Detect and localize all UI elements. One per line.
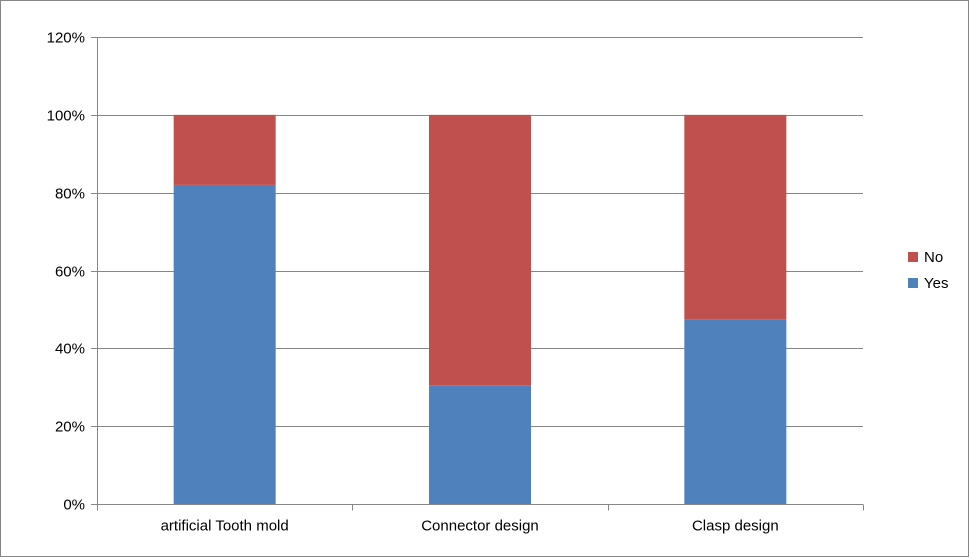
bar-yes-1 <box>173 184 276 504</box>
x-category-label: Clasp design <box>692 518 779 535</box>
y-tick-label: 40% <box>55 341 85 358</box>
y-tick-label: 100% <box>47 108 85 125</box>
legend-label-yes: Yes <box>924 275 948 292</box>
y-tick-label: 120% <box>47 30 85 47</box>
x-category-label: artificial Tooth mold <box>161 518 289 535</box>
bar-no-2 <box>429 114 531 386</box>
axes <box>91 37 864 511</box>
x-category-label: Connector design <box>421 518 539 535</box>
legend: No Yes <box>908 249 948 292</box>
bar-yes-2 <box>429 385 531 504</box>
bar-no-3 <box>684 114 787 320</box>
x-category-labels: artificial Tooth mold Connector design Cla… <box>161 518 779 535</box>
bar-no-1 <box>173 114 276 185</box>
y-tick-label: 60% <box>55 264 85 281</box>
bar-yes-3 <box>684 319 787 504</box>
y-tick-label: 80% <box>55 186 85 203</box>
legend-swatch-yes <box>908 278 918 288</box>
legend-label-no: No <box>924 249 943 266</box>
y-tick-label: 20% <box>55 419 85 436</box>
legend-swatch-no <box>908 252 918 262</box>
y-tick-label: 0% <box>63 497 85 514</box>
bars <box>173 114 787 504</box>
y-tick-labels: 0% 20% 40% 60% 80% 100% 120% <box>47 30 85 514</box>
